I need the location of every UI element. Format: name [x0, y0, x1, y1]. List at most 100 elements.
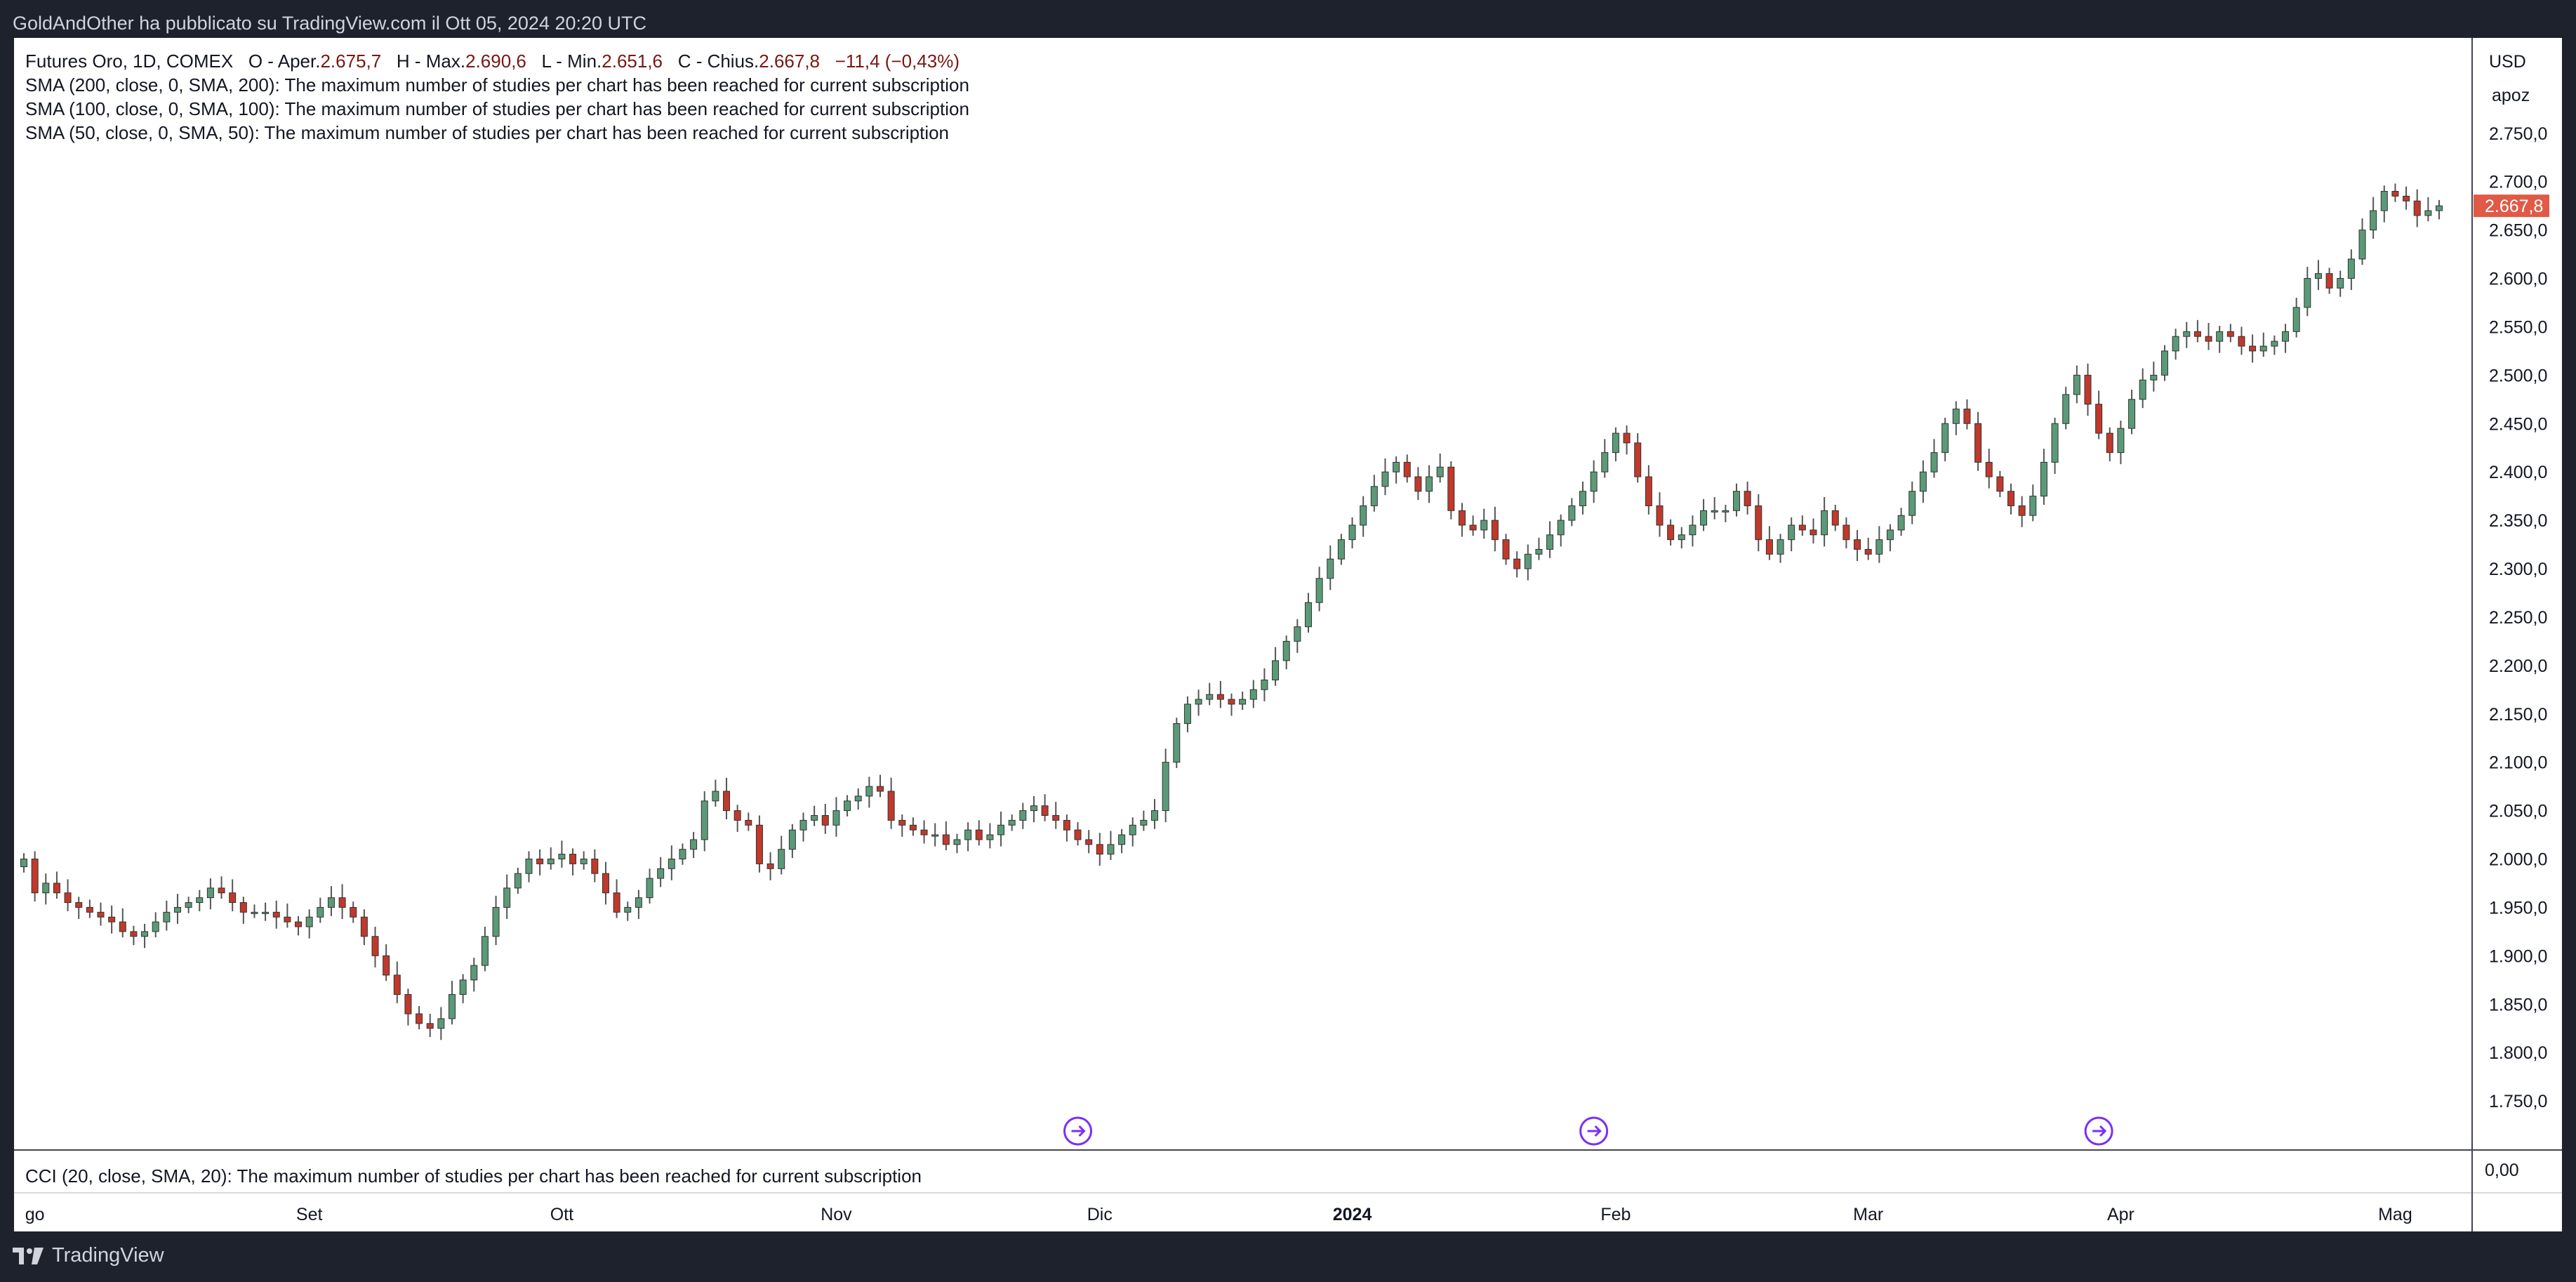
candle-body — [811, 814, 818, 821]
candles — [20, 183, 2443, 1040]
study-sma50[interactable]: SMA (50, close, 0, SMA, 50): The maximum… — [25, 122, 950, 143]
earnings-event-icon[interactable] — [1579, 1116, 1609, 1146]
candle-body — [766, 863, 774, 869]
candle-body — [1436, 466, 1444, 477]
candle-body — [2216, 331, 2224, 342]
time-tick-label: Set — [296, 1205, 323, 1224]
candle-body — [218, 887, 225, 894]
candle-body — [2271, 341, 2278, 347]
candle-body — [679, 849, 686, 860]
candle-body — [657, 868, 665, 879]
time-tick-label: Mag — [2378, 1205, 2412, 1224]
candle-body — [1557, 520, 1565, 536]
candle-body — [1183, 703, 1191, 725]
candle-body — [2391, 190, 2399, 197]
candle-body — [2051, 423, 2059, 463]
candle-body — [602, 873, 609, 894]
close-label: C - Chius. — [677, 51, 759, 72]
candle-body — [251, 911, 258, 914]
candle-body — [2007, 491, 2015, 506]
study-sma200[interactable]: SMA (200, close, 0, SMA, 200): The maxim… — [25, 74, 969, 95]
candle-body — [2084, 374, 2092, 405]
candle-body — [2358, 230, 2366, 260]
study-cci[interactable]: CCI (20, close, SMA, 20): The maximum nu… — [25, 1165, 922, 1187]
candle-body — [272, 911, 280, 918]
candle-body — [624, 906, 632, 913]
candle-body — [1656, 505, 1664, 526]
candle-body — [383, 955, 390, 976]
candle-body — [909, 824, 917, 831]
footer-bar — [0, 1231, 2576, 1282]
candle-body — [920, 829, 928, 835]
candle-body — [1744, 491, 1751, 506]
candle-body — [1337, 539, 1345, 560]
price-tick-label: 2.500,0 — [2489, 366, 2547, 385]
candle-body — [1239, 699, 1247, 705]
price-tick-label: 2.400,0 — [2489, 463, 2547, 482]
candle-body — [2172, 336, 2179, 352]
time-tick-label: Dic — [1087, 1205, 1113, 1224]
candle-body — [1930, 452, 1938, 473]
candle-body — [1096, 844, 1103, 855]
price-tick-label: 1.750,0 — [2489, 1092, 2547, 1111]
candle-body — [865, 786, 873, 797]
candle-body — [448, 993, 456, 1019]
study-sma100[interactable]: SMA (100, close, 0, SMA, 100): The maxim… — [25, 98, 969, 119]
candle-body — [1765, 539, 1773, 555]
candle-body — [284, 916, 291, 923]
candle-body — [986, 834, 994, 840]
candle-body — [2370, 210, 2377, 231]
earnings-event-icon[interactable] — [2084, 1116, 2113, 1146]
cci-zero-label: 0,00 — [2485, 1161, 2519, 1180]
candle-body — [2304, 278, 2311, 308]
candle-body — [1579, 491, 1587, 506]
candle-body — [2238, 336, 2245, 347]
candle-body — [459, 979, 467, 995]
tradingview-logo-icon — [13, 1247, 44, 1264]
candle-body — [1030, 805, 1037, 812]
candle-body — [1393, 461, 1400, 473]
candle-body — [2226, 331, 2234, 337]
open-value: 2.675,7 — [320, 51, 382, 72]
candle-body — [305, 916, 313, 927]
candle-body — [953, 839, 961, 845]
close-value: 2.667,8 — [759, 51, 821, 72]
time-tick-label: 2024 — [1333, 1205, 1372, 1224]
candle-body — [2029, 496, 2037, 516]
candle-body — [152, 921, 159, 932]
candle-body — [262, 911, 270, 914]
candle-body — [1810, 529, 1817, 536]
candle-body — [997, 824, 1005, 835]
candle-body — [2018, 505, 2026, 516]
price-tick-label: 2.600,0 — [2489, 270, 2547, 289]
candle-body — [1414, 476, 1422, 492]
time-tick-label: go — [25, 1205, 45, 1224]
candle-body — [295, 921, 303, 927]
candle-body — [2259, 345, 2267, 352]
candle-body — [975, 829, 983, 840]
candle-body — [2095, 404, 2103, 434]
candle-body — [404, 993, 412, 1015]
candle-body — [1645, 476, 1652, 506]
price-tick-label: 2.450,0 — [2489, 414, 2547, 434]
earnings-event-icon[interactable] — [1063, 1116, 1093, 1146]
price-tick-label: 1.800,0 — [2489, 1043, 2547, 1063]
candle-body — [239, 902, 247, 913]
candle-body — [327, 897, 335, 908]
candle-body — [141, 931, 149, 937]
candle-body — [1063, 819, 1070, 831]
candle-body — [1854, 539, 1861, 550]
time-tick-label: Nov — [821, 1205, 852, 1224]
candle-body — [723, 791, 731, 812]
candle-body — [2193, 331, 2201, 337]
candle-body — [42, 883, 50, 894]
symbol-name: Futures Oro, 1D, COMEX — [25, 51, 234, 72]
candle-body — [1216, 694, 1224, 700]
candle-body — [1008, 819, 1016, 826]
candle-body — [360, 916, 368, 937]
candle-body — [2347, 258, 2355, 279]
tradingview-brand[interactable]: TradingView — [13, 1244, 164, 1267]
candle-body — [1370, 486, 1378, 506]
candle-body — [196, 897, 204, 904]
